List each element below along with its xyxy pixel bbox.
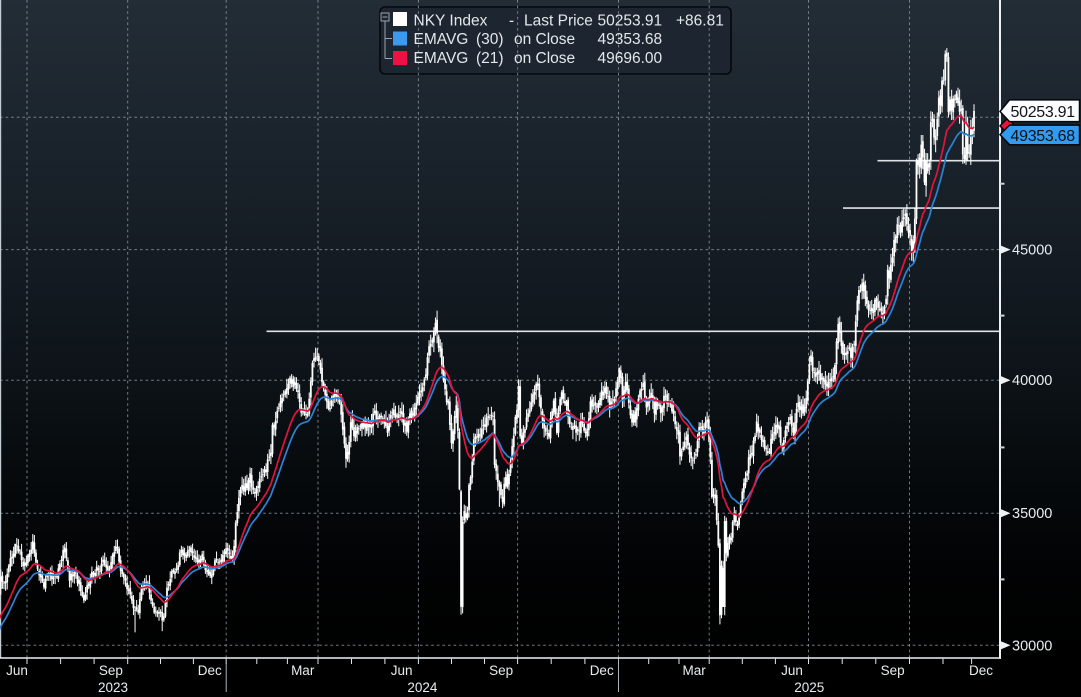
svg-text:Dec: Dec (969, 663, 993, 678)
svg-text:2024: 2024 (407, 680, 438, 695)
svg-text:Jun: Jun (391, 663, 413, 678)
svg-text:50253.91: 50253.91 (1011, 104, 1076, 121)
svg-text:30000: 30000 (1012, 638, 1052, 654)
svg-text:Jun: Jun (6, 663, 28, 678)
svg-text:Mar: Mar (291, 663, 315, 678)
svg-text:Sep: Sep (881, 663, 905, 678)
svg-text:Jun: Jun (781, 663, 803, 678)
svg-text:45000: 45000 (1012, 243, 1052, 259)
svg-text:Dec: Dec (590, 663, 614, 678)
svg-text:Dec: Dec (198, 663, 222, 678)
svg-text:2023: 2023 (98, 680, 128, 695)
svg-text:Mar: Mar (682, 663, 706, 678)
svg-text:49353.68: 49353.68 (1011, 128, 1076, 145)
svg-text:40000: 40000 (1012, 373, 1052, 389)
svg-text:2025: 2025 (794, 680, 824, 695)
svg-text:Sep: Sep (489, 663, 513, 678)
svg-text:Sep: Sep (99, 663, 123, 678)
svg-text:35000: 35000 (1012, 506, 1052, 522)
